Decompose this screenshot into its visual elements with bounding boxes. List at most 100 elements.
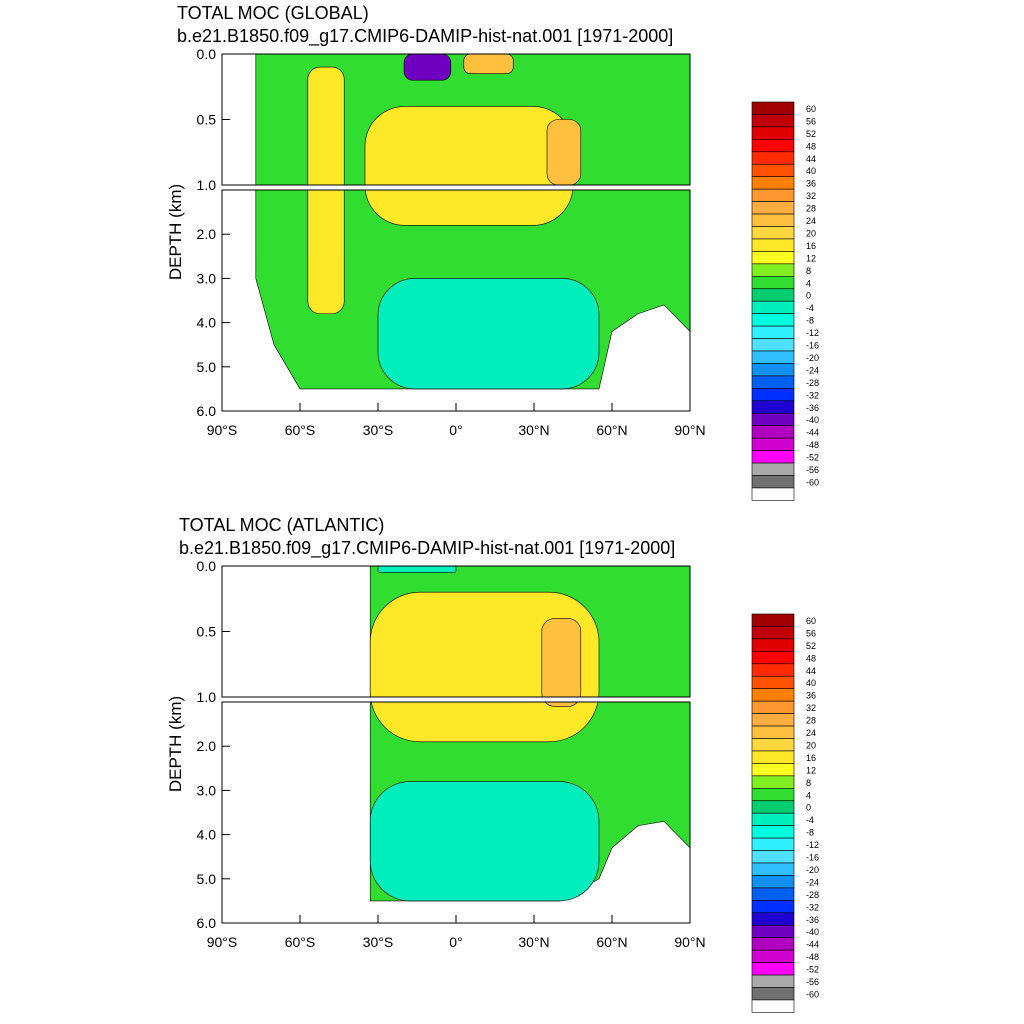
moc-cell bbox=[541, 618, 582, 707]
colorbar-swatch bbox=[751, 651, 795, 665]
y-tick-label: 0.0 bbox=[197, 558, 217, 574]
colorbar-swatch bbox=[751, 450, 795, 464]
colorbar-label: 32 bbox=[806, 191, 816, 201]
colorbar-swatch bbox=[751, 437, 795, 451]
colorbar-label: 52 bbox=[806, 641, 816, 651]
colorbar-label: -16 bbox=[806, 341, 819, 351]
colorbar-swatch bbox=[751, 949, 795, 963]
x-tick-label: 60°N bbox=[596, 934, 627, 950]
colorbar-swatch bbox=[751, 325, 795, 339]
colorbar-label: 0 bbox=[806, 291, 811, 301]
colorbar-swatch bbox=[751, 924, 795, 938]
moc-cell bbox=[377, 566, 457, 573]
y-tick-label: 2.0 bbox=[197, 738, 217, 754]
colorbar-swatch bbox=[751, 787, 795, 802]
x-tick-label: 90°N bbox=[674, 934, 705, 950]
x-tick-label: 90°N bbox=[674, 422, 705, 438]
y-tick-label: 5.0 bbox=[197, 871, 217, 887]
colorbar-swatch bbox=[751, 850, 795, 864]
colorbar-label: 16 bbox=[806, 241, 816, 251]
colorbar-label: -40 bbox=[806, 415, 819, 425]
colorbar-swatch bbox=[751, 388, 795, 402]
y-tick-label: 2.0 bbox=[197, 226, 217, 242]
moc-cell bbox=[546, 119, 582, 186]
colorbar-swatch bbox=[751, 825, 795, 839]
x-tick-label: 0° bbox=[449, 934, 462, 950]
colorbar-label: -56 bbox=[806, 977, 819, 987]
chart-title: TOTAL MOC (GLOBAL) bbox=[177, 3, 369, 23]
colorbar-label: 60 bbox=[806, 616, 816, 626]
colorbar-label: 36 bbox=[806, 691, 816, 701]
colorbar-swatch bbox=[751, 412, 795, 426]
moc-cell bbox=[463, 54, 514, 74]
chart-title: TOTAL MOC (ATLANTIC) bbox=[179, 515, 385, 535]
colorbar-label: -24 bbox=[806, 365, 819, 375]
colorbar-label: 24 bbox=[806, 216, 816, 226]
colorbar-swatch bbox=[751, 675, 795, 689]
colorbar-swatch bbox=[751, 912, 795, 926]
colorbar-swatch bbox=[751, 937, 795, 951]
colorbar-label: -52 bbox=[806, 965, 819, 975]
colorbar-label: 44 bbox=[806, 154, 816, 164]
colorbar-swatch bbox=[751, 900, 795, 914]
colorbar-swatch bbox=[751, 887, 795, 901]
colorbar-label: -20 bbox=[806, 353, 819, 363]
colorbar-label: -12 bbox=[806, 840, 819, 850]
x-tick-label: 30°S bbox=[363, 422, 394, 438]
colorbar-label: 48 bbox=[806, 141, 816, 151]
colorbar-label: -56 bbox=[806, 465, 819, 475]
x-tick-label: 60°S bbox=[285, 422, 316, 438]
colorbar-label: -4 bbox=[806, 303, 814, 313]
colorbar-label: -32 bbox=[806, 902, 819, 912]
y-tick-label: 3.0 bbox=[197, 270, 217, 286]
colorbar-label: 56 bbox=[806, 116, 816, 126]
colorbar-label: 12 bbox=[806, 765, 816, 775]
colorbar-swatch bbox=[751, 999, 795, 1013]
y-tick-label: 4.0 bbox=[197, 315, 217, 331]
colorbar-swatch bbox=[751, 487, 795, 501]
colorbar-swatch bbox=[751, 139, 795, 153]
colorbar-swatch bbox=[751, 613, 795, 627]
colorbar-label: 4 bbox=[806, 790, 811, 800]
moc-cell bbox=[364, 106, 574, 226]
moc-cell bbox=[377, 278, 600, 390]
colorbar-swatch bbox=[751, 750, 795, 764]
colorbar-swatch bbox=[751, 114, 795, 128]
moc-field bbox=[369, 566, 690, 902]
colorbar-swatch bbox=[751, 375, 795, 389]
colorbar-label: 40 bbox=[806, 166, 816, 176]
colorbar-label: -24 bbox=[806, 877, 819, 887]
colorbar-swatch bbox=[751, 313, 795, 327]
colorbar-swatch bbox=[751, 126, 795, 140]
y-tick-label: 5.0 bbox=[197, 359, 217, 375]
y-tick-label: 0.0 bbox=[197, 46, 217, 62]
colorbar-label: -44 bbox=[806, 428, 819, 438]
colorbar-swatch bbox=[751, 962, 795, 976]
colorbar-label: -52 bbox=[806, 453, 819, 463]
colorbar-label: 56 bbox=[806, 628, 816, 638]
colorbar-swatch bbox=[751, 151, 795, 165]
colorbar-swatch bbox=[751, 812, 795, 826]
colorbar-swatch bbox=[751, 251, 795, 265]
colorbar-label: 20 bbox=[806, 228, 816, 238]
colorbar-swatch bbox=[751, 188, 795, 202]
atlantic-moc-panel: TOTAL MOC (ATLANTIC) b.e21.B1850.f09_g17… bbox=[0, 512, 1024, 1024]
x-tick-label: 30°N bbox=[518, 422, 549, 438]
global-moc-panel: TOTAL MOC (GLOBAL) b.e21.B1850.f09_g17.C… bbox=[166, 3, 819, 501]
colorbar-label: -36 bbox=[806, 915, 819, 925]
colorbar-label: 32 bbox=[806, 703, 816, 713]
colorbar-label: -8 bbox=[806, 828, 814, 838]
colorbar-label: 8 bbox=[806, 778, 811, 788]
colorbar-swatch bbox=[751, 763, 795, 777]
x-tick-label: 30°N bbox=[518, 934, 549, 950]
x-tick-label: 0° bbox=[449, 422, 462, 438]
colorbar-swatch bbox=[751, 974, 795, 988]
colorbar-label: -48 bbox=[806, 952, 819, 962]
colorbar-label: -28 bbox=[806, 378, 819, 388]
colorbar-label: 52 bbox=[806, 129, 816, 139]
colorbar-label: 8 bbox=[806, 266, 811, 276]
colorbar-label: -16 bbox=[806, 853, 819, 863]
colorbar-swatch bbox=[751, 800, 795, 814]
x-tick-label: 90°S bbox=[207, 422, 238, 438]
colorbar-label: -4 bbox=[806, 815, 814, 825]
